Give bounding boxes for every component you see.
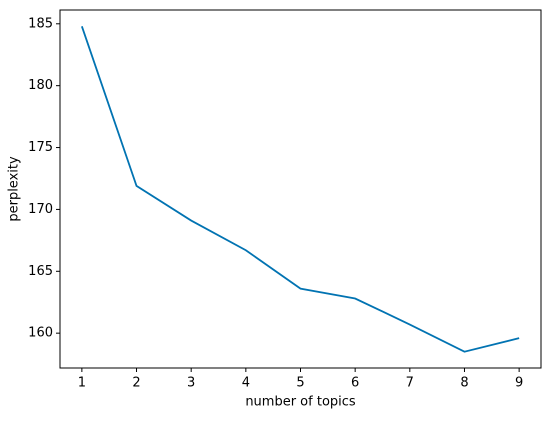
y-tick-label: 160 xyxy=(28,326,53,341)
y-tick-label: 180 xyxy=(28,78,53,93)
x-tick-label: 4 xyxy=(242,376,250,391)
x-tick-label: 1 xyxy=(78,376,86,391)
x-tick-label: 6 xyxy=(351,376,359,391)
y-tick-label: 170 xyxy=(28,202,53,217)
x-tick-label: 5 xyxy=(296,376,304,391)
x-tick-label: 2 xyxy=(132,376,140,391)
y-axis-label: perplexity xyxy=(7,156,22,222)
y-tick-label: 185 xyxy=(28,16,53,31)
y-tick-label: 175 xyxy=(28,140,53,155)
x-tick-label: 3 xyxy=(187,376,195,391)
x-tick-label: 9 xyxy=(515,376,523,391)
y-tick-label: 165 xyxy=(28,264,53,279)
x-axis-label: number of topics xyxy=(245,395,356,410)
axes-frame xyxy=(59,9,542,369)
line xyxy=(81,25,520,353)
x-tick-label: 8 xyxy=(460,376,468,391)
x-tick-label: 7 xyxy=(406,376,414,391)
